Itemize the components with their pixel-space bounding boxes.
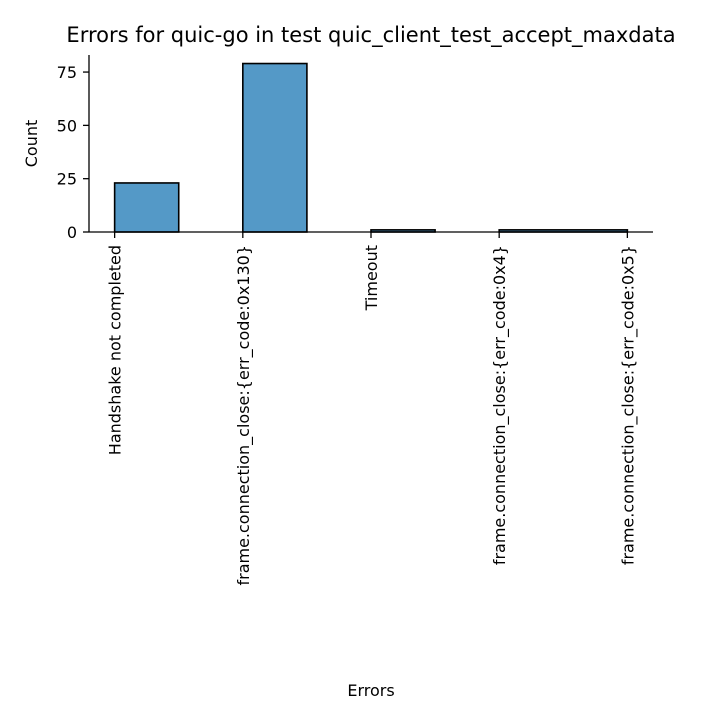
histogram-bar-1 <box>113 182 180 233</box>
x-tick-label: Handshake not completed <box>106 245 125 455</box>
chart-title: Errors for quic-go in test quic_client_t… <box>66 23 675 48</box>
y-axis-label: Count <box>22 120 41 168</box>
y-tick-label: 25 <box>57 170 77 189</box>
x-tick-label: Timeout <box>362 245 381 311</box>
y-tick-label: 50 <box>57 116 77 135</box>
y-ticks: 0 25 50 75 <box>57 63 89 242</box>
x-axis-label: Errors <box>347 681 394 700</box>
bars-layer <box>113 62 629 233</box>
x-tick-label: frame.connection_close:{err_code:0x5} <box>618 245 638 565</box>
x-tick-label: frame.connection_close:{err_code:0x4} <box>490 245 510 565</box>
y-tick-label: 0 <box>67 223 77 242</box>
x-tick-label: frame.connection_close:{err_code:0x130} <box>234 245 254 586</box>
x-ticks: Handshake not completed frame.connection_… <box>106 232 638 586</box>
histogram-bar-2 <box>242 62 308 233</box>
y-tick-label: 75 <box>57 63 77 82</box>
